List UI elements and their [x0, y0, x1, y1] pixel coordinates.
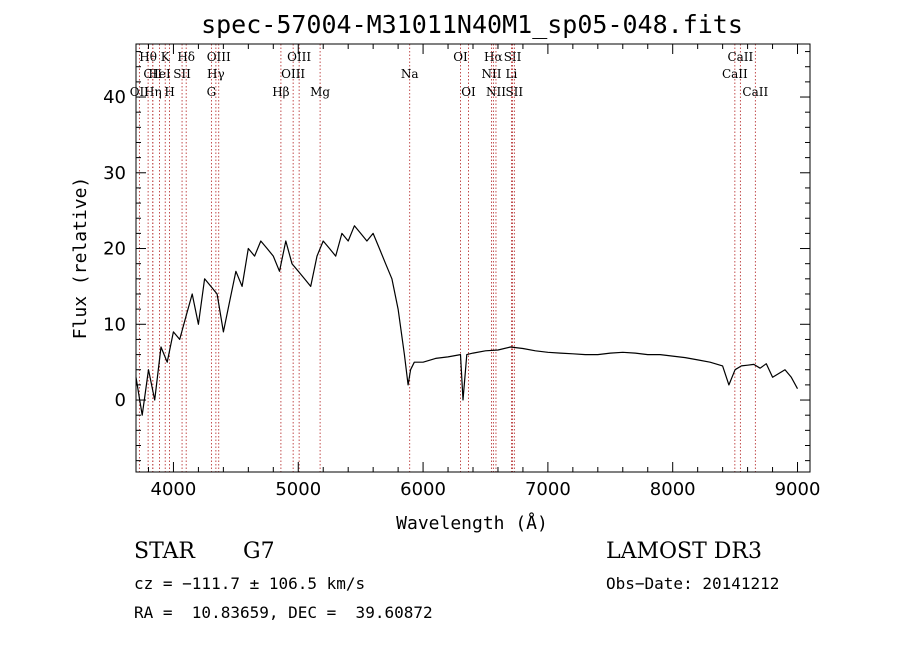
object-class: STAR: [134, 539, 195, 564]
line-marker-label-24: SII: [505, 85, 523, 99]
line-marker-label-8: H: [164, 85, 174, 99]
line-marker-label-21: NII: [481, 67, 501, 81]
coordinates: RA = 10.83659, DEC = 39.60872: [134, 603, 433, 622]
spectrum-line: [135, 225, 799, 416]
object-subclass: G7: [243, 539, 275, 564]
line-marker-label-2: OII: [130, 85, 150, 99]
line-marker-label-27: CaII: [742, 85, 768, 99]
line-marker-label-18: OI: [461, 85, 476, 99]
line-marker-label-13: OIII: [281, 67, 305, 81]
line-marker-label-25: CaII: [727, 50, 753, 64]
y-tick-label-1: 10: [103, 314, 126, 335]
y-tick-label-4: 40: [103, 87, 126, 108]
x-tick-label-2: 6000: [400, 479, 446, 500]
x-tick-label-0: 4000: [151, 479, 197, 500]
line-marker-label-14: Hβ: [272, 85, 289, 99]
line-marker-label-16: Na: [401, 67, 419, 81]
line-marker-label-17: OI: [453, 50, 468, 64]
survey-name: LAMOST DR3: [606, 539, 762, 564]
line-marker-label-1: CII: [143, 67, 162, 81]
x-axis-label: Wavelength (Å): [396, 512, 548, 534]
chart-title: spec-57004-M31011N40M1_sp05-048.fits: [201, 10, 743, 39]
line-marker-label-20: SII: [504, 50, 522, 64]
x-tick-label-1: 5000: [275, 479, 321, 500]
line-marker-label-7: SII: [173, 67, 191, 81]
spectrum-series: [135, 225, 799, 416]
plot-frame: [135, 43, 811, 473]
line-marker-label-15: Mg: [310, 85, 330, 99]
line-marker-label-0: Hθ: [139, 50, 157, 64]
x-tick-label-4: 8000: [650, 479, 696, 500]
y-tick-label-2: 20: [103, 239, 126, 260]
x-tick-label-3: 7000: [525, 479, 571, 500]
y-axis-label: Flux (relative): [70, 177, 91, 340]
line-marker-label-19: Hα: [484, 50, 503, 64]
observation-date: Obs−Date: 20141212: [606, 574, 780, 593]
line-marker-label-6: Hδ: [177, 50, 195, 64]
line-marker-label-4: HeI: [148, 67, 171, 81]
axis-ticks: 4000 5000 6000 7000 8000 9000 0 10 20 30 40: [103, 44, 820, 500]
line-marker-label-5: Hη: [144, 85, 162, 99]
redshift-value: cz = −111.7 ± 106.5 km/s: [134, 574, 366, 593]
line-marker-label-26: CaII: [722, 67, 748, 81]
line-marker-label-23: NII: [486, 85, 506, 99]
line-marker-label-22: Li: [506, 67, 518, 81]
y-tick-label-3: 30: [103, 163, 126, 184]
line-marker-label-11: G: [207, 85, 217, 99]
line-marker-label-10: Hγ: [207, 67, 225, 81]
line-marker-label-9: OIII: [207, 50, 231, 64]
y-tick-label-0: 0: [115, 390, 126, 411]
x-tick-label-5: 9000: [775, 479, 821, 500]
line-markers: Hθ CII OII K HeI Hη Hδ SII H OIII Hγ G OIII OIII Hβ Mg N…: [130, 44, 768, 472]
line-marker-label-3: K: [161, 50, 171, 64]
line-marker-label-12: OIII: [287, 50, 311, 64]
